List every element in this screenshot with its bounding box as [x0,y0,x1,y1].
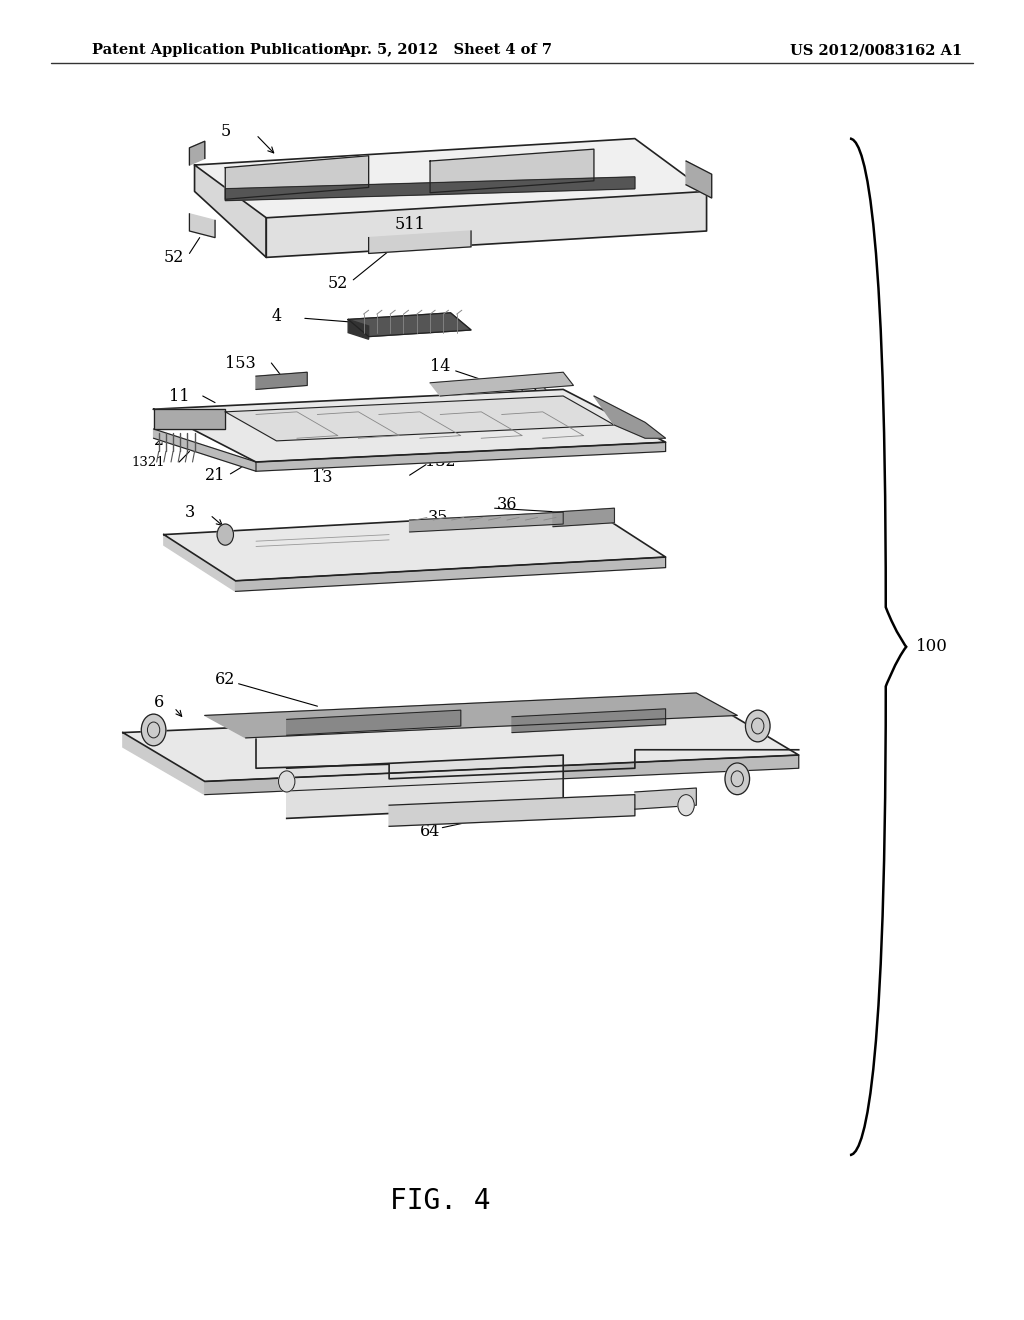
Circle shape [745,710,770,742]
Polygon shape [287,710,461,735]
Text: 64: 64 [420,824,440,840]
Text: 153: 153 [225,355,256,371]
Text: 65: 65 [502,808,522,824]
Polygon shape [369,231,471,253]
Polygon shape [287,755,563,818]
Polygon shape [164,511,666,581]
Polygon shape [553,508,614,527]
Text: 5: 5 [220,124,230,140]
Polygon shape [348,319,369,339]
Text: US 2012/0083162 A1: US 2012/0083162 A1 [791,44,963,57]
Polygon shape [225,177,635,201]
Text: Apr. 5, 2012   Sheet 4 of 7: Apr. 5, 2012 Sheet 4 of 7 [339,44,552,57]
Text: 52: 52 [164,249,184,265]
Polygon shape [195,139,707,218]
Polygon shape [686,161,712,198]
Polygon shape [123,733,205,795]
Text: 132: 132 [425,454,456,470]
Text: 2: 2 [154,433,164,449]
Polygon shape [410,512,563,532]
Text: 153: 153 [517,381,548,397]
Polygon shape [195,165,266,257]
Polygon shape [266,191,707,257]
Polygon shape [430,149,594,193]
Polygon shape [189,141,205,165]
Text: 4: 4 [271,309,282,325]
Circle shape [279,771,295,792]
Polygon shape [154,429,256,471]
Polygon shape [189,214,215,238]
Polygon shape [236,557,666,591]
Polygon shape [164,535,236,591]
Text: 6: 6 [154,694,164,710]
Text: 1: 1 [159,417,169,433]
Text: 52: 52 [328,276,348,292]
Polygon shape [154,389,666,462]
Text: 21: 21 [205,467,225,483]
Polygon shape [225,396,614,441]
Circle shape [141,714,166,746]
Text: 1321: 1321 [132,455,165,469]
Text: FIG. 4: FIG. 4 [390,1187,490,1216]
Text: 36: 36 [497,496,517,512]
Text: 100: 100 [915,639,948,655]
Text: Patent Application Publication: Patent Application Publication [92,44,344,57]
Polygon shape [205,755,799,795]
Polygon shape [635,788,696,809]
Polygon shape [256,442,666,471]
Text: 11: 11 [169,388,189,404]
Polygon shape [389,795,635,826]
Polygon shape [205,693,737,738]
Text: 62: 62 [215,672,236,688]
Polygon shape [348,313,471,337]
Polygon shape [430,372,573,396]
Polygon shape [256,372,307,389]
Text: 35: 35 [428,510,449,525]
Polygon shape [123,706,799,781]
Text: 63: 63 [323,774,343,789]
Polygon shape [154,409,225,429]
Text: 15: 15 [512,430,532,446]
Polygon shape [225,156,369,199]
Circle shape [217,524,233,545]
Text: 511: 511 [394,216,425,232]
Text: 14: 14 [430,359,451,375]
Text: 13: 13 [312,470,333,486]
Circle shape [678,795,694,816]
Polygon shape [594,396,666,438]
Circle shape [725,763,750,795]
Polygon shape [512,709,666,733]
Text: 3: 3 [184,504,195,520]
